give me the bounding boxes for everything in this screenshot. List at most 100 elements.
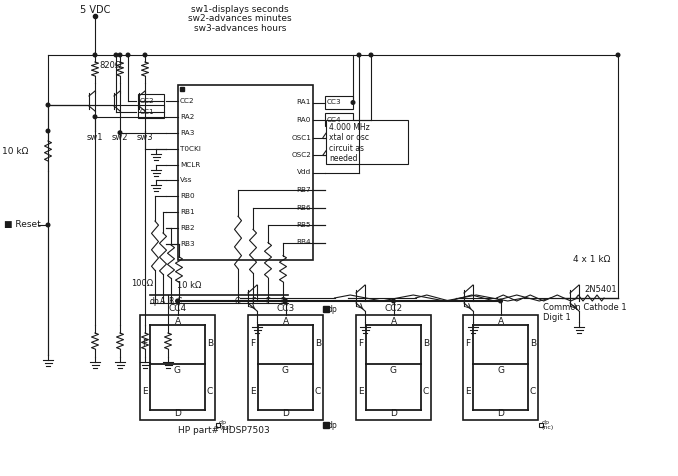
Text: OSC2: OSC2 bbox=[291, 152, 311, 158]
Text: Digit 1: Digit 1 bbox=[543, 313, 571, 322]
Text: G: G bbox=[497, 367, 504, 376]
Circle shape bbox=[46, 223, 49, 227]
Circle shape bbox=[126, 53, 129, 57]
Text: B: B bbox=[530, 339, 536, 348]
Text: C: C bbox=[315, 387, 321, 396]
Text: dp
(nc): dp (nc) bbox=[219, 420, 231, 430]
Text: RB6: RB6 bbox=[296, 205, 311, 210]
Text: F: F bbox=[251, 297, 255, 306]
Text: sw1-displays seconds: sw1-displays seconds bbox=[191, 5, 289, 14]
Bar bbox=[138, 105, 164, 118]
Text: 820Ω: 820Ω bbox=[99, 61, 121, 70]
Text: Vss: Vss bbox=[180, 178, 193, 183]
Text: C: C bbox=[176, 297, 182, 306]
Text: B: B bbox=[315, 339, 321, 348]
Text: B: B bbox=[423, 339, 429, 348]
Bar bbox=[326, 120, 408, 164]
Text: G: G bbox=[174, 367, 181, 376]
Text: A: A bbox=[283, 317, 289, 326]
Bar bbox=[140, 315, 215, 420]
Text: CC3: CC3 bbox=[277, 304, 295, 313]
Text: T0CKI: T0CKI bbox=[180, 146, 201, 152]
Text: A: A bbox=[161, 297, 165, 306]
Circle shape bbox=[357, 53, 361, 57]
Circle shape bbox=[616, 53, 620, 57]
Text: E: E bbox=[465, 387, 471, 396]
Text: dp: dp bbox=[328, 420, 338, 429]
Circle shape bbox=[93, 115, 97, 119]
Circle shape bbox=[370, 53, 373, 57]
Bar bbox=[463, 315, 538, 420]
Text: RB2: RB2 bbox=[180, 225, 195, 231]
Text: F: F bbox=[250, 339, 255, 348]
Text: RB7: RB7 bbox=[296, 187, 311, 193]
Text: RB5: RB5 bbox=[296, 222, 311, 228]
Text: sw1: sw1 bbox=[87, 133, 103, 142]
Text: 10 kΩ: 10 kΩ bbox=[177, 280, 201, 289]
Text: E: E bbox=[266, 297, 271, 306]
Text: RA3: RA3 bbox=[180, 130, 195, 136]
Text: E: E bbox=[142, 387, 148, 396]
Text: CC2: CC2 bbox=[384, 304, 403, 313]
Text: D: D bbox=[282, 409, 289, 418]
Circle shape bbox=[176, 299, 179, 303]
Bar bbox=[325, 96, 353, 109]
Text: sw2: sw2 bbox=[112, 133, 128, 142]
Text: D: D bbox=[497, 409, 504, 418]
Text: CC4: CC4 bbox=[327, 117, 342, 123]
Text: 100Ω: 100Ω bbox=[131, 278, 153, 288]
Text: F: F bbox=[358, 339, 363, 348]
Text: dp: dp bbox=[328, 305, 338, 314]
Circle shape bbox=[351, 101, 355, 104]
Text: 5 VDC: 5 VDC bbox=[80, 5, 111, 15]
Circle shape bbox=[283, 299, 287, 303]
Text: E: E bbox=[358, 387, 363, 396]
Text: B: B bbox=[168, 297, 174, 306]
Text: C: C bbox=[207, 387, 213, 396]
Circle shape bbox=[93, 53, 97, 57]
Bar bbox=[325, 113, 353, 126]
Text: B: B bbox=[207, 339, 213, 348]
Text: CC2: CC2 bbox=[140, 98, 155, 104]
Text: CC3: CC3 bbox=[327, 99, 342, 106]
Circle shape bbox=[392, 299, 395, 303]
Text: RB3: RB3 bbox=[180, 241, 195, 247]
Circle shape bbox=[114, 53, 118, 57]
Text: C: C bbox=[423, 387, 429, 396]
Text: dp
(nc): dp (nc) bbox=[542, 420, 554, 430]
Text: D: D bbox=[174, 409, 181, 418]
Text: Common Cathode 1: Common Cathode 1 bbox=[543, 303, 626, 312]
Circle shape bbox=[46, 129, 49, 133]
Bar bbox=[138, 94, 164, 107]
Text: ■ Reset: ■ Reset bbox=[4, 220, 41, 229]
Text: RA0: RA0 bbox=[297, 117, 311, 123]
Text: RB4: RB4 bbox=[296, 239, 311, 246]
Text: A: A bbox=[391, 317, 397, 326]
Text: RB1: RB1 bbox=[180, 209, 195, 215]
Text: C: C bbox=[530, 387, 536, 396]
Circle shape bbox=[118, 53, 122, 57]
Text: D: D bbox=[280, 297, 286, 306]
Text: A: A bbox=[498, 317, 504, 326]
Text: Vdd: Vdd bbox=[297, 169, 311, 176]
Text: sw3: sw3 bbox=[137, 133, 153, 142]
Bar bbox=[248, 315, 323, 420]
Text: CC2: CC2 bbox=[180, 98, 195, 104]
Text: 10 kΩ: 10 kΩ bbox=[2, 147, 28, 156]
Text: G: G bbox=[390, 367, 397, 376]
Text: RA2: RA2 bbox=[180, 114, 195, 120]
Text: G: G bbox=[282, 367, 289, 376]
Text: sw3-advances hours: sw3-advances hours bbox=[194, 24, 286, 33]
Text: MCLR: MCLR bbox=[180, 161, 200, 168]
Text: CC4: CC4 bbox=[168, 304, 186, 313]
Text: A: A bbox=[174, 317, 180, 326]
Text: OSC1: OSC1 bbox=[291, 135, 311, 140]
Text: RB0: RB0 bbox=[180, 193, 195, 199]
Text: CC1: CC1 bbox=[140, 109, 155, 115]
Text: 2N5401: 2N5401 bbox=[584, 286, 616, 295]
Circle shape bbox=[46, 103, 49, 107]
Text: E: E bbox=[250, 387, 256, 396]
Text: G: G bbox=[235, 297, 241, 306]
Circle shape bbox=[143, 53, 147, 57]
Text: sw2-advances minutes: sw2-advances minutes bbox=[188, 14, 292, 23]
